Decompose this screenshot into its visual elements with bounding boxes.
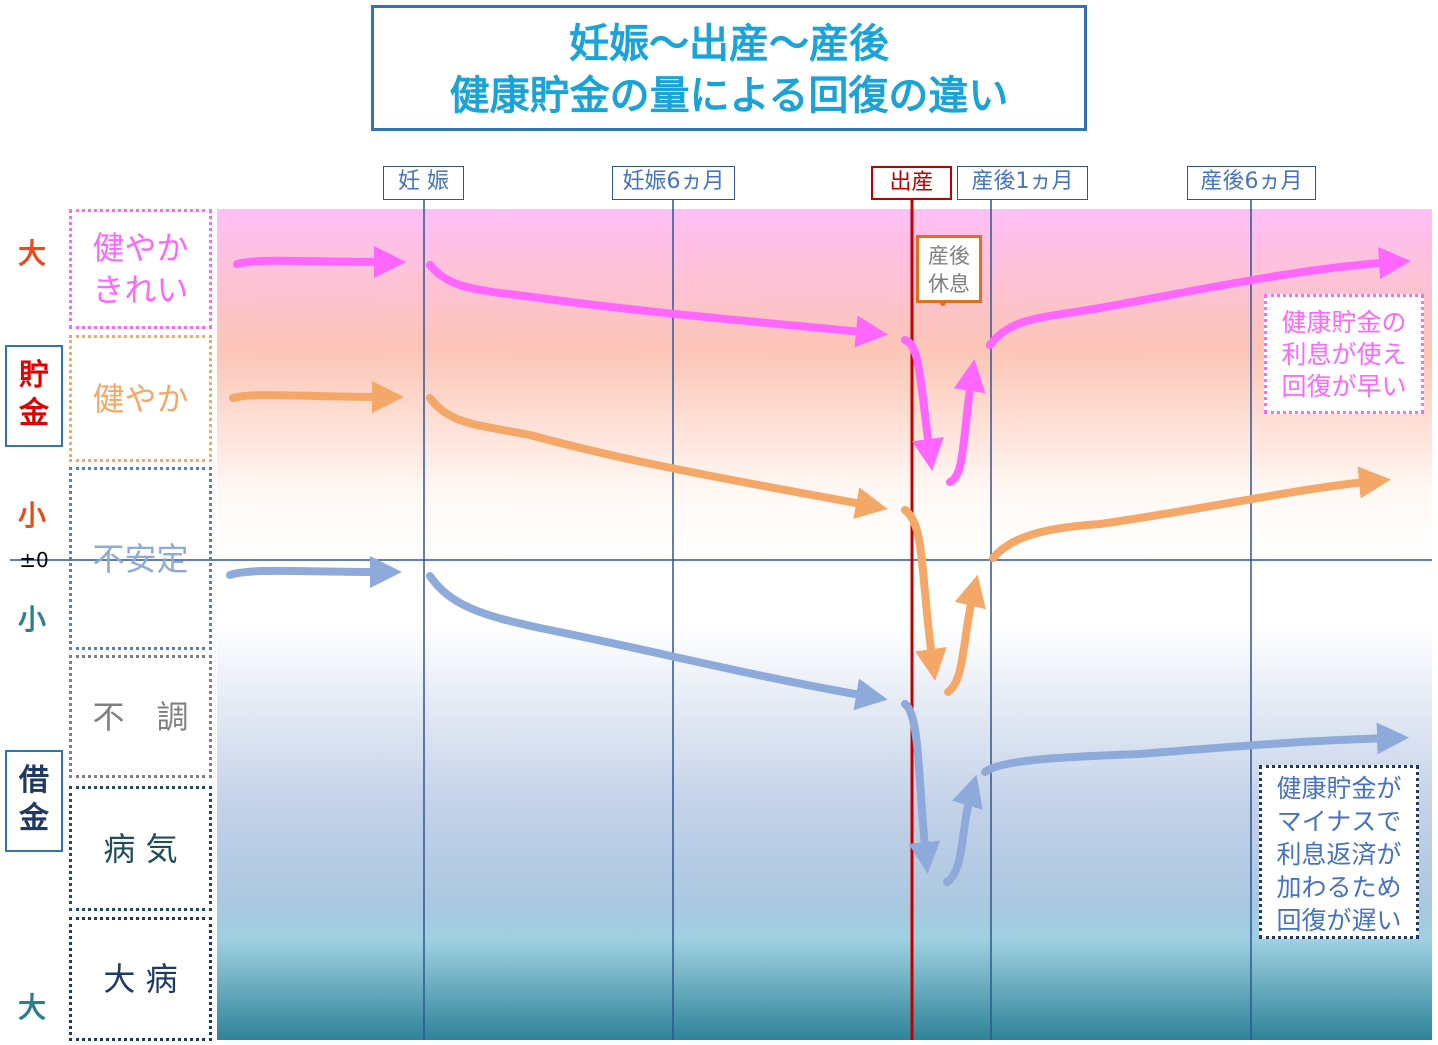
- state-sick: 病 気: [69, 786, 212, 911]
- label-pregnancy-6m: 妊娠6ヵ月: [612, 166, 735, 200]
- note-fast-recovery: 健康貯金の 利息が使え 回復が早い: [1264, 294, 1424, 414]
- state-healthy-beautiful: 健やか きれい: [69, 209, 212, 329]
- blue-arrow-1: [226, 555, 402, 588]
- orange-arrow-1: [229, 380, 404, 413]
- state-unwell: 不 調: [69, 655, 212, 778]
- state-serious-illness: 大 病: [69, 917, 212, 1041]
- label-pregnancy: 妊 娠: [383, 166, 464, 200]
- postpartum-rest-box: 産後 休息: [916, 235, 982, 303]
- pink-arrow-5: [986, 247, 1411, 349]
- label-postpartum-1m: 産後1ヵ月: [957, 166, 1088, 200]
- pink-arrow-4: [946, 359, 986, 486]
- blue-arrow-4: [943, 774, 983, 886]
- pink-arrow-3: [901, 336, 944, 471]
- title-line-2: 健康貯金の量による回復の違い: [449, 73, 1009, 119]
- chart-background: [217, 209, 1432, 1040]
- pink-arrow-1: [233, 245, 406, 278]
- scale-zero: ±0: [19, 548, 49, 572]
- pink-arrow-2: [426, 261, 888, 348]
- label-birth: 出産: [871, 166, 952, 200]
- orange-arrow-5: [989, 466, 1391, 562]
- debt-label: 借 金: [5, 750, 63, 852]
- orange-arrow-3: [901, 506, 947, 681]
- orange-arrow-4: [944, 574, 986, 696]
- curve-blue: [226, 555, 1409, 886]
- scale-small-lower: 小: [17, 603, 46, 636]
- scale-large-top: 大: [17, 237, 46, 270]
- curve-pink: [233, 245, 1411, 486]
- blue-arrow-2: [426, 572, 888, 711]
- savings-label: 貯 金: [5, 345, 63, 447]
- scale-small-upper: 小: [17, 499, 46, 532]
- blue-arrow-3: [901, 700, 941, 874]
- orange-arrow-2: [426, 394, 888, 519]
- scale-large-bottom: 大: [17, 991, 46, 1024]
- title-box: 妊娠～出産～産後 健康貯金の量による回復の違い: [371, 5, 1087, 131]
- title-line-1: 妊娠～出産～産後: [569, 21, 889, 67]
- note-slow-recovery: 健康貯金が マイナスで 利息返済が 加わるため 回復が遅い: [1259, 765, 1419, 939]
- label-postpartum-6m: 産後6ヵ月: [1187, 166, 1316, 200]
- curve-orange: [229, 380, 1391, 696]
- state-unstable: 不安定: [69, 467, 212, 650]
- state-healthy: 健やか: [69, 335, 212, 462]
- blue-arrow-5: [981, 722, 1409, 776]
